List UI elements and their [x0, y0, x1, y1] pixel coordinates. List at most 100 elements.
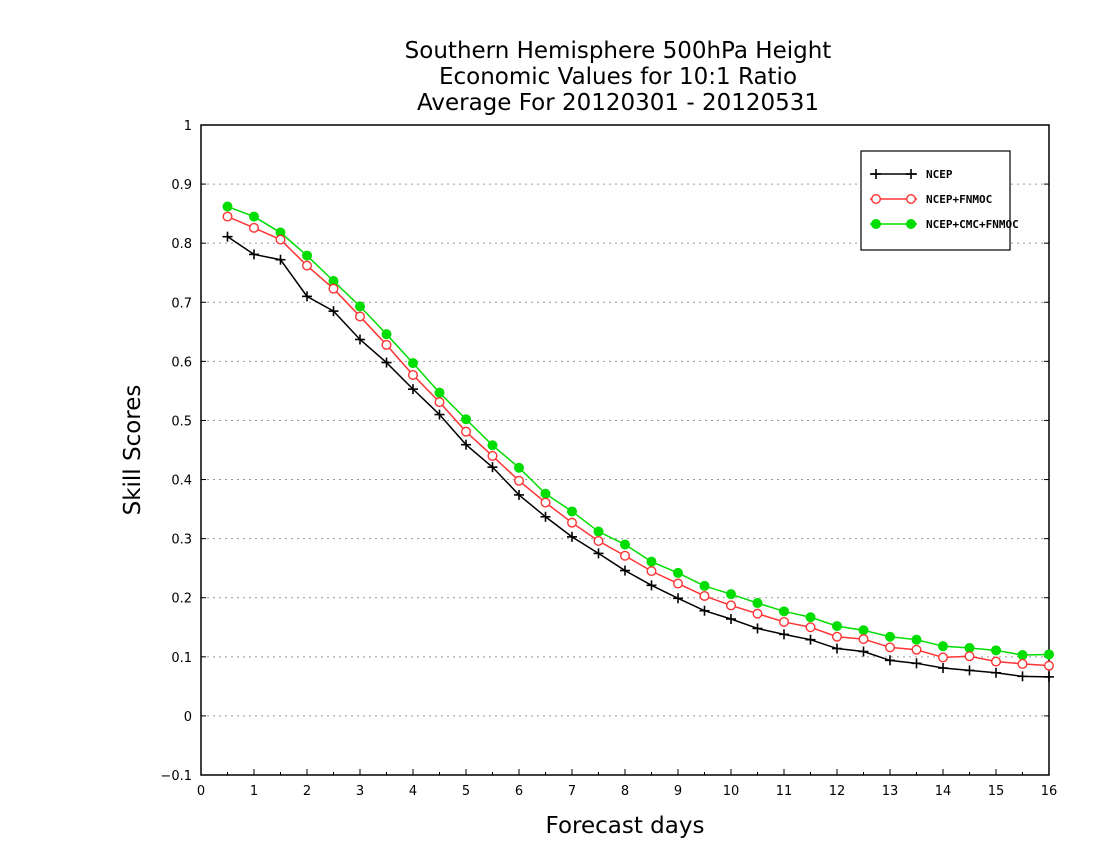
data-point	[964, 651, 975, 662]
data-point	[487, 440, 498, 451]
x-tick-label: 15	[988, 784, 1005, 799]
data-point	[885, 642, 896, 653]
data-point	[540, 488, 551, 499]
data-point	[832, 643, 842, 654]
legend-item: NCEP+CMC+FNMOC	[870, 218, 1019, 231]
data-point	[1043, 660, 1054, 671]
data-point	[540, 511, 551, 522]
x-axis-label: Forecast days	[546, 813, 705, 839]
data-point	[434, 397, 445, 408]
data-point	[381, 357, 392, 368]
data-point	[461, 439, 471, 450]
y-tick-label: 0	[184, 710, 192, 725]
data-point	[461, 414, 471, 425]
x-tick-label: 4	[409, 784, 417, 799]
data-point	[673, 593, 683, 604]
data-point	[805, 634, 816, 645]
data-point	[461, 426, 472, 437]
data-point	[911, 658, 922, 669]
data-point	[673, 578, 684, 589]
data-point	[779, 616, 790, 627]
x-tick-label: 7	[568, 784, 576, 799]
legend: NCEP NCEP+FNMOC NCEP+CMC+FNMOC	[860, 150, 1019, 251]
data-point	[964, 665, 975, 676]
data-point	[248, 222, 259, 233]
data-point	[699, 580, 710, 591]
data-point	[408, 384, 418, 395]
data-point	[514, 475, 525, 486]
x-tick-label: 3	[356, 784, 364, 799]
y-tick-label: 0.7	[171, 296, 192, 311]
data-point	[328, 283, 339, 294]
y-tick-label: 0.2	[171, 592, 192, 607]
legend-marker	[871, 169, 881, 179]
legend-label: NCEP	[926, 168, 953, 181]
data-point	[726, 614, 736, 624]
series-line	[227, 236, 1050, 678]
x-tick-label: 9	[674, 784, 682, 799]
data-point	[752, 608, 763, 619]
y-tick-label: 0.4	[171, 474, 192, 489]
grid	[201, 183, 1049, 717]
data-point	[805, 622, 816, 633]
legend-label: NCEP+CMC+FNMOC	[926, 218, 1019, 231]
data-point	[567, 517, 578, 528]
x-tick-label: 8	[621, 784, 629, 799]
series-ncep	[222, 231, 1054, 682]
data-point	[593, 548, 604, 559]
data-point	[726, 589, 736, 600]
data-point	[355, 311, 366, 322]
data-point	[434, 409, 445, 420]
x-tick-label: 2	[303, 784, 311, 799]
x-tick-label: 12	[829, 784, 846, 799]
y-tick-label: 0.1	[171, 651, 192, 666]
y-tick-label: −0.1	[160, 769, 192, 784]
title-line: Average For 20120301 - 20120531	[417, 90, 819, 116]
data-point	[699, 590, 710, 601]
data-point	[646, 556, 657, 567]
data-point	[832, 631, 843, 642]
series-line	[227, 215, 1050, 667]
data-point	[275, 254, 286, 265]
data-point	[222, 201, 233, 212]
x-tick-label: 0	[197, 784, 205, 799]
legend-box	[860, 150, 1011, 251]
data-point	[726, 600, 737, 611]
data-point	[381, 329, 392, 340]
data-point	[302, 291, 312, 302]
data-point	[222, 231, 233, 242]
data-point	[249, 211, 259, 222]
data-point	[646, 580, 657, 591]
data-point	[620, 565, 630, 576]
legend-marker	[906, 169, 916, 179]
legend-marker	[871, 193, 882, 204]
x-tick-label: 11	[776, 784, 793, 799]
y-tick-label: 0.6	[171, 355, 192, 370]
y-tick-label: 0.3	[171, 533, 192, 548]
x-tick-label: 1	[250, 784, 258, 799]
data-point	[302, 250, 312, 261]
data-point	[355, 334, 365, 345]
x-tick-label: 13	[882, 784, 899, 799]
y-tick-label: 0.9	[171, 178, 192, 193]
data-point	[1017, 650, 1028, 661]
legend-marker	[906, 219, 916, 229]
y-tick-label: 1	[184, 119, 192, 134]
data-point	[911, 644, 922, 655]
data-point	[964, 642, 975, 653]
data-point	[699, 605, 710, 616]
data-point	[593, 536, 604, 547]
data-point	[408, 358, 418, 369]
data-point	[885, 655, 895, 666]
data-point	[991, 645, 1001, 656]
data-point	[222, 211, 233, 222]
data-point	[1017, 671, 1028, 682]
data-point	[673, 567, 683, 578]
legend-item: NCEP+FNMOC	[870, 193, 992, 206]
series-layer	[222, 201, 1054, 682]
x-tick-label: 16	[1041, 784, 1058, 799]
data-point	[858, 625, 869, 636]
data-point	[408, 369, 419, 380]
data-point	[911, 634, 922, 645]
